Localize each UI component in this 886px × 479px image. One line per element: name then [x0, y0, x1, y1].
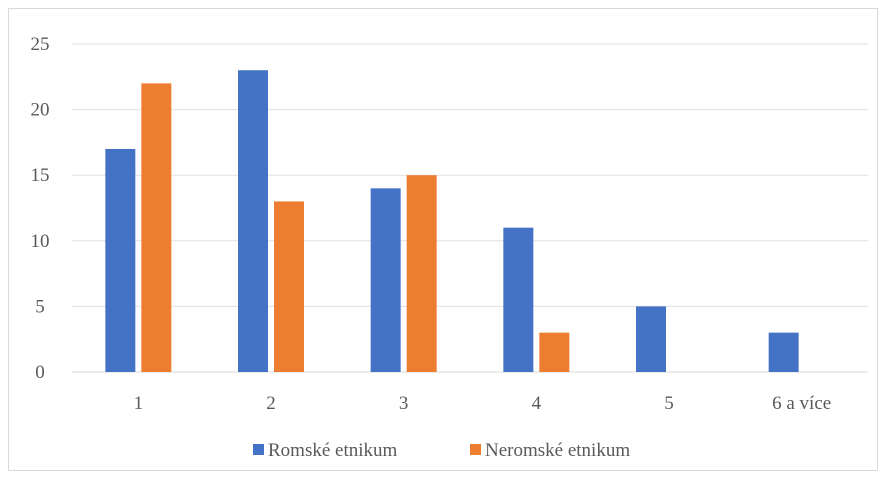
y-axis-ticks: 0 5 10 15 20 25 — [31, 34, 50, 383]
bar-romske-3 — [370, 188, 401, 372]
bar-romske-1 — [105, 148, 136, 372]
bar-romske-5 — [636, 306, 666, 372]
legend-swatch-romske — [253, 444, 264, 455]
bar-romske-4 — [503, 227, 534, 372]
x-tick-label: 4 — [532, 393, 542, 414]
y-tick-label: 10 — [31, 231, 50, 252]
legend-label-romske: Romské etnikum — [268, 440, 398, 461]
bars — [105, 70, 799, 373]
y-tick-label: 25 — [31, 34, 50, 55]
x-tick-label: 5 — [664, 393, 674, 414]
x-tick-label: 1 — [134, 393, 144, 414]
x-tick-label: 6 a více — [772, 393, 831, 414]
bar-neromske-4 — [539, 332, 570, 372]
x-axis-ticks: 1 2 3 4 5 6 a více — [134, 393, 832, 414]
legend-label-neromske: Neromské etnikum — [485, 440, 630, 461]
y-tick-label: 20 — [31, 100, 50, 121]
bar-neromske-1 — [141, 83, 172, 373]
gridlines — [72, 43, 868, 373]
legend-swatch-neromske — [470, 444, 481, 455]
y-tick-label: 5 — [35, 296, 45, 317]
y-tick-label: 0 — [35, 362, 45, 383]
legend: Romské etnikum Neromské etnikum — [253, 440, 630, 461]
x-tick-label: 3 — [399, 393, 409, 414]
x-tick-label: 2 — [266, 393, 276, 414]
y-tick-label: 15 — [31, 165, 50, 186]
bar-romske-2 — [238, 70, 268, 373]
bar-neromske-3 — [406, 175, 437, 372]
bar-romske-6 — [768, 332, 799, 372]
bar-neromske-2 — [274, 201, 304, 372]
